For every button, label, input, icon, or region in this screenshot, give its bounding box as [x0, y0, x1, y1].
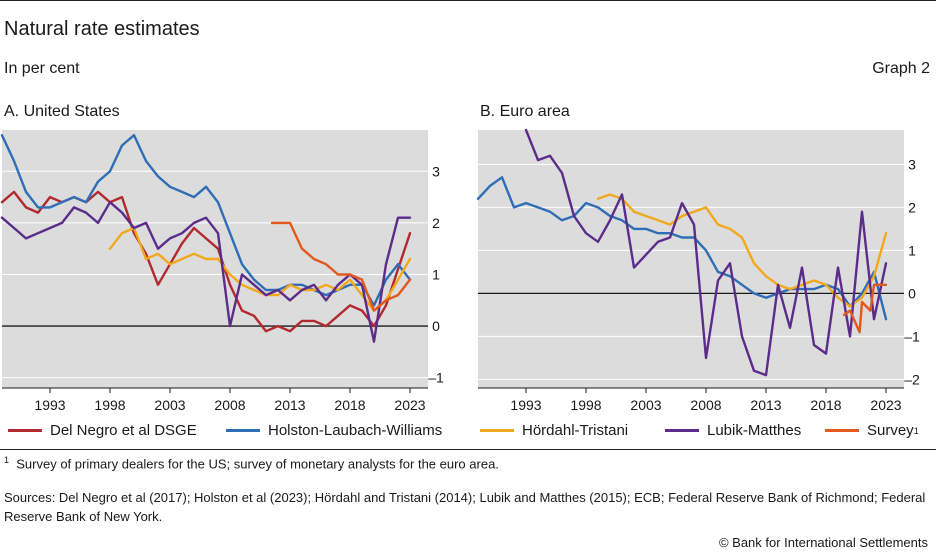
us-x-tick-label: 2013: [274, 397, 305, 413]
legend-item-del-negro: Del Negro et al DSGE: [8, 422, 197, 439]
ea-x-tick-label: 2003: [630, 397, 661, 413]
legend: Del Negro et al DSGE Holston-Laubach-Wil…: [0, 420, 936, 444]
sources: Sources: Del Negro et al (2017); Holston…: [4, 490, 926, 524]
footnote-mark: 1: [4, 455, 10, 465]
unit-label: In per cent: [4, 60, 80, 77]
us-x-tick-label: 2003: [154, 397, 185, 413]
ea-y-tick-label: 0: [908, 285, 916, 301]
ea-x-tick-label: 1993: [510, 397, 541, 413]
legend-label: Lubik-Matthes: [707, 422, 802, 439]
ea-x-tick-label: 2013: [750, 397, 781, 413]
ea-y-tick-label: 3: [908, 156, 916, 172]
legend-footnote-mark: 1: [913, 425, 919, 436]
legend-swatch: [480, 429, 514, 432]
ea-x-tick-label: 2018: [810, 397, 841, 413]
legend-rule: [0, 449, 936, 450]
us-y-tick-label: 1: [432, 266, 440, 282]
legend-label: Hördahl-Tristani: [522, 422, 629, 439]
ea-y-tick-label: 2: [908, 199, 916, 215]
legend-label: Del Negro et al DSGE: [50, 422, 197, 439]
chart-title: Natural rate estimates: [4, 18, 200, 40]
ea-x-tick-label: 2023: [870, 397, 901, 413]
graph-number: Graph 2: [872, 60, 930, 77]
ea-y-tick-label: –2: [904, 371, 920, 387]
ea-x-tick-label: 1998: [570, 397, 601, 413]
us-series-h-rdahl-tristani: [108, 226, 412, 312]
top-rule: [0, 0, 936, 1]
us-x-tick-label: 2008: [214, 397, 245, 413]
ea-plot-area: [478, 130, 904, 388]
us-series-holston-laubach-williams: [0, 133, 412, 307]
us-x-tick-label: 2023: [394, 397, 425, 413]
legend-swatch: [665, 429, 699, 432]
ea-series-survey: [842, 283, 888, 334]
legend-item-hordahl: Hördahl-Tristani: [480, 422, 628, 439]
legend-item-survey: Survey 1: [825, 422, 919, 439]
ea-x-tick-label: 2008: [690, 397, 721, 413]
ea-series-holston-laubach-williams: [476, 176, 888, 321]
ea-series-lubik-matthes: [524, 128, 888, 377]
us-y-tick-label: 3: [432, 163, 440, 179]
us-y-tick-label: 2: [432, 215, 440, 231]
panel-title-us: A. United States: [4, 103, 120, 120]
us-x-tick-label: 1993: [34, 397, 65, 413]
ea-y-tick-label: 1: [908, 242, 916, 258]
legend-label: Survey: [867, 422, 914, 439]
footnote: 1 Survey of primary dealers for the US; …: [4, 455, 499, 471]
us-y-tick-label: –1: [428, 370, 444, 386]
legend-swatch: [825, 429, 859, 432]
legend-label: Holston-Laubach-Williams: [268, 422, 443, 439]
legend-item-hlw: Holston-Laubach-Williams: [226, 422, 442, 439]
copyright: © Bank for International Settlements: [718, 535, 928, 550]
us-y-tick-label: 0: [432, 318, 440, 334]
us-series-lubik-matthes: [0, 200, 412, 343]
ea-series-h-rdahl-tristani: [596, 193, 888, 308]
legend-swatch: [8, 429, 42, 432]
us-series-survey: [270, 221, 412, 312]
footnote-text: Survey of primary dealers for the US; su…: [16, 456, 499, 472]
us-x-tick-label: 2018: [334, 397, 365, 413]
us-x-tick-label: 1998: [94, 397, 125, 413]
ea-y-tick-label: –1: [904, 328, 920, 344]
legend-swatch: [226, 429, 260, 432]
panel-title-ea: B. Euro area: [480, 103, 570, 120]
legend-item-lubik: Lubik-Matthes: [665, 422, 801, 439]
